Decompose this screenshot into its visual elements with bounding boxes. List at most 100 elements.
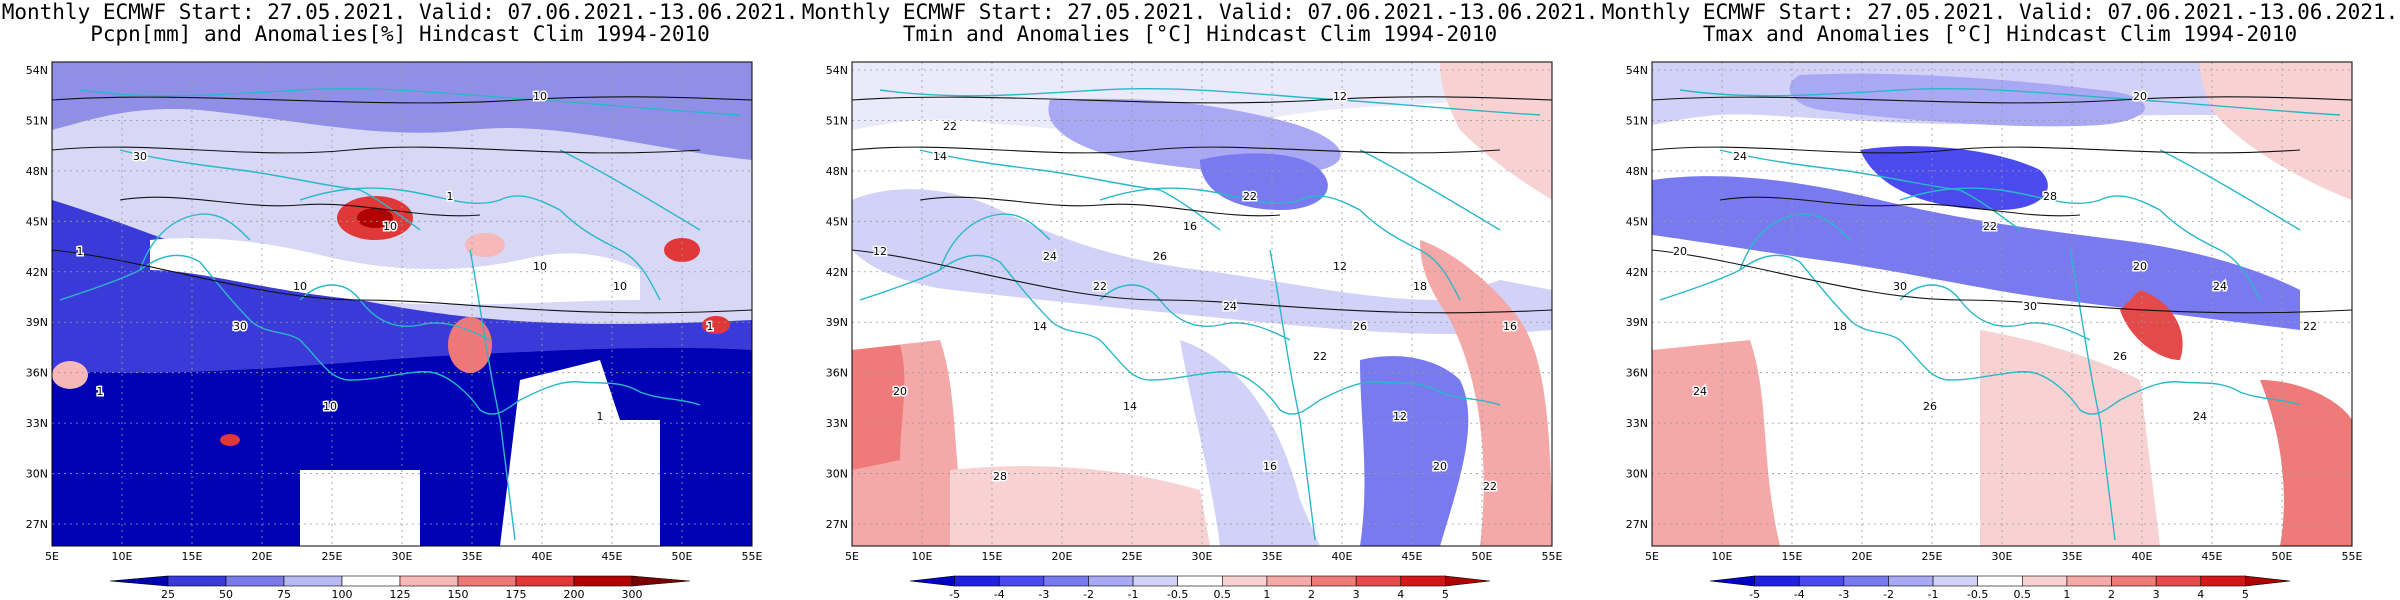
contour-label: 22 (2303, 320, 2317, 333)
lat-tick-label: 42N (26, 266, 48, 279)
contour-label: 24 (1223, 300, 1237, 313)
colorbar-swatch (2200, 575, 2246, 587)
contour-label: 22 (1313, 350, 1327, 363)
contour-label: 10 (533, 260, 547, 273)
colorbar-label: 175 (506, 588, 527, 600)
contour-label: 18 (1413, 280, 1427, 293)
lat-tick-label: 54N (26, 64, 48, 77)
lat-tick-label: 33N (26, 417, 48, 430)
contour-label: 22 (1983, 220, 1997, 233)
lon-tick-label: 25E (1922, 550, 1943, 563)
lat-tick-label: 39N (26, 316, 48, 329)
contour-label: 10 (383, 220, 397, 233)
lat-tick-label: 30N (826, 468, 848, 481)
isolines (852, 96, 1552, 314)
lon-tick-label: 55E (2342, 550, 2363, 563)
lat-tick-label: 39N (826, 316, 848, 329)
colorbar-label: -1 (1928, 588, 1939, 600)
graticule (1651, 62, 2353, 546)
colorbar-label: 1 (2063, 588, 2070, 600)
contour-label: 20 (1673, 245, 1687, 258)
lon-tick-label: 15E (182, 550, 203, 563)
contour-label: 26 (1923, 400, 1937, 413)
contour-label: 20 (2133, 90, 2147, 103)
lon-tick-label: 35E (2062, 550, 2083, 563)
lon-tick-label: 40E (532, 550, 553, 563)
contour-label: 1 (707, 320, 714, 333)
lat-tick-label: 33N (826, 417, 848, 430)
panel-title-line2: Tmax and Anomalies [°C] Hindcast Clim 19… (1702, 22, 2298, 46)
graticule (851, 62, 1553, 546)
lon-tick-label: 10E (112, 550, 133, 563)
colorbar-label: 5 (2242, 588, 2249, 600)
coastlines (1659, 87, 2341, 541)
lat-tick-label: 54N (826, 64, 848, 77)
colorbar-label: 4 (2197, 588, 2204, 600)
lat-tick-label: 48N (1626, 165, 1648, 178)
contour-label: 16 (1263, 460, 1277, 473)
tmax-panel: Monthly ECMWF Start: 27.05.2021. Valid: … (1600, 0, 2400, 600)
colorbar-swatch (1445, 575, 1491, 587)
contour-label: 28 (2043, 190, 2057, 203)
lon-tick-label: 25E (1122, 550, 1143, 563)
lon-tick-label: 35E (462, 550, 483, 563)
graticule (51, 62, 753, 546)
lon-tick-label: 55E (742, 550, 763, 563)
contour-label: 26 (2113, 350, 2127, 363)
lat-tick-label: 51N (1626, 114, 1648, 127)
colorbar-swatch (283, 575, 343, 587)
map-frame (1651, 61, 2353, 547)
colorbar-label: -2 (1083, 588, 1094, 600)
lat-tick-label: 27N (826, 518, 848, 531)
colorbar-label: -3 (1038, 588, 1049, 600)
colorbar-label: 2 (2108, 588, 2115, 600)
colorbar-swatch (341, 575, 401, 587)
contour-label: 24 (1733, 150, 1747, 163)
colorbar-label: -3 (1838, 588, 1849, 600)
colorbar-swatch (1355, 575, 1402, 587)
colorbar-swatch (1400, 575, 1446, 587)
colorbar-label: -5 (949, 588, 960, 600)
colorbar-label: -0.5 (1967, 588, 1988, 600)
contour-label: 26 (1153, 250, 1167, 263)
lon-tick-label: 10E (912, 550, 933, 563)
lon-tick-label: 55E (1542, 550, 1563, 563)
lon-tick-label: 45E (2202, 550, 2223, 563)
contour-label: 1 (77, 245, 84, 258)
contour-label: 16 (1183, 220, 1197, 233)
lat-tick-label: 54N (1626, 64, 1648, 77)
lat-tick-label: 39N (1626, 316, 1648, 329)
lon-tick-label: 5E (845, 550, 859, 563)
colorbar-swatch (1177, 575, 1223, 587)
contour-label: 14 (1123, 400, 1137, 413)
colorbar-label: 75 (277, 588, 291, 600)
contour-label: 10 (533, 90, 547, 103)
colorbar-swatch (1266, 575, 1312, 587)
lat-tick-label: 45N (1626, 215, 1648, 228)
colorbar-label: 150 (448, 588, 469, 600)
colorbar-label: -0.5 (1167, 588, 1188, 600)
contour-label: 22 (1483, 480, 1497, 493)
coastlines (59, 87, 741, 541)
colorbar-label: 25 (161, 588, 175, 600)
lat-tick-label: 45N (26, 215, 48, 228)
colorbar: -5 -4 -3 -2 -1 -0.5 0.5 1 2 3 4 5 (909, 575, 1491, 600)
contour-labels: 1 10 30 10 30 10 10 1 10 1 1 10 1 (75, 89, 715, 425)
lon-tick-label: 30E (392, 550, 413, 563)
colorbar-label: 0.5 (2014, 588, 2032, 600)
colorbar-label: 2 (1308, 588, 1315, 600)
lat-tick-label: 33N (1626, 417, 1648, 430)
colorbar-label: 1 (1263, 588, 1270, 600)
lon-tick-label: 40E (2132, 550, 2153, 563)
colorbar-swatch (399, 575, 459, 587)
colorbar-swatch (631, 575, 691, 587)
lat-tick-label: 27N (26, 518, 48, 531)
contour-label: 20 (2133, 260, 2147, 273)
colorbar-swatch (954, 575, 1000, 587)
lon-tick-label: 30E (1992, 550, 2013, 563)
lon-tick-label: 10E (1712, 550, 1733, 563)
contour-label: 1 (597, 410, 604, 423)
contour-label: 10 (323, 400, 337, 413)
contour-label: 30 (2023, 300, 2037, 313)
colorbar-swatch (1754, 575, 1800, 587)
